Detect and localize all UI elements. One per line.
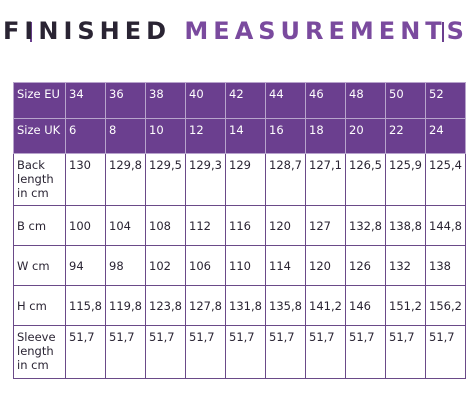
row-hip: H cm 115,8 119,8 123,8 127,8 131,8 135,8 141,2 1… — [13, 285, 466, 326]
table-cell: 115,8 — [65, 285, 106, 326]
table-cell: 52 — [425, 82, 466, 119]
table-cell: 51,7 — [385, 325, 426, 379]
table-cell: 16 — [265, 118, 306, 154]
table-cell: 135,8 — [265, 285, 306, 326]
table-cell: 6 — [65, 118, 106, 154]
table-cell: 114 — [265, 245, 306, 286]
page-title: FINISHED MEASUREMENTS — [0, 17, 472, 45]
table-cell: 51,7 — [145, 325, 186, 379]
row-label: Size EU — [13, 82, 66, 119]
table-cell: 20 — [345, 118, 386, 154]
row-sleeve-length: Sleeve length in cm 51,7 51,7 51,7 51,7 51,7 5… — [13, 325, 466, 379]
table-cell: 138,8 — [385, 205, 426, 246]
table-cell: 131,8 — [225, 285, 266, 326]
table-cell: 126 — [345, 245, 386, 286]
row-bust: B cm 100 104 108 112 116 120 127 132,8 138,8 144,8 — [13, 205, 466, 246]
row-size-uk: Size UK 6 8 10 12 14 16 18 20 22 24 — [13, 118, 466, 154]
row-label: W cm — [13, 245, 66, 286]
table-cell: 127,1 — [305, 153, 346, 206]
title-divider-left — [30, 22, 32, 42]
table-cell: 51,7 — [185, 325, 226, 379]
table-cell: 123,8 — [145, 285, 186, 326]
table-cell: 51,7 — [305, 325, 346, 379]
row-label: Back length in cm — [13, 153, 66, 206]
table-cell: 34 — [65, 82, 106, 119]
table-cell: 125,4 — [425, 153, 466, 206]
table-cell: 50 — [385, 82, 426, 119]
table-cell: 106 — [185, 245, 226, 286]
row-waist: W cm 94 98 102 106 110 114 120 126 132 138 — [13, 245, 466, 286]
title-word-finished: FINISHED — [3, 17, 172, 45]
table-body: Size EU 34 36 38 40 42 44 46 48 50 52 Size UK 6 8 10 12… — [13, 82, 466, 379]
table-cell: 138 — [425, 245, 466, 286]
table-cell: 51,7 — [425, 325, 466, 379]
table-cell: 126,5 — [345, 153, 386, 206]
title-divider-right — [442, 22, 444, 42]
row-size-eu: Size EU 34 36 38 40 42 44 46 48 50 52 — [13, 82, 466, 119]
title-bar: FINISHED MEASUREMENTS — [0, 0, 472, 62]
table-cell: 128,7 — [265, 153, 306, 206]
table-cell: 40 — [185, 82, 226, 119]
table-cell: 127,8 — [185, 285, 226, 326]
table-cell: 129,8 — [105, 153, 146, 206]
table-cell: 132 — [385, 245, 426, 286]
table-cell: 120 — [305, 245, 346, 286]
table-cell: 104 — [105, 205, 146, 246]
table-cell: 48 — [345, 82, 386, 119]
row-label: H cm — [13, 285, 66, 326]
table-cell: 24 — [425, 118, 466, 154]
table-cell: 112 — [185, 205, 226, 246]
table-cell: 151,2 — [385, 285, 426, 326]
table-cell: 116 — [225, 205, 266, 246]
table-cell: 156,2 — [425, 285, 466, 326]
table-cell: 98 — [105, 245, 146, 286]
table-cell: 42 — [225, 82, 266, 119]
table-cell: 141,2 — [305, 285, 346, 326]
table-cell: 10 — [145, 118, 186, 154]
table-cell: 129 — [225, 153, 266, 206]
table-cell: 51,7 — [225, 325, 266, 379]
table-cell: 100 — [65, 205, 106, 246]
table-cell: 127 — [305, 205, 346, 246]
table-cell: 94 — [65, 245, 106, 286]
table-cell: 44 — [265, 82, 306, 119]
row-back-length: Back length in cm 130 129,8 129,5 129,3 129 12… — [13, 153, 466, 206]
table-cell: 132,8 — [345, 205, 386, 246]
table-cell: 125,9 — [385, 153, 426, 206]
table-cell: 120 — [265, 205, 306, 246]
table-cell: 129,3 — [185, 153, 226, 206]
table-cell: 129,5 — [145, 153, 186, 206]
table-cell: 8 — [105, 118, 146, 154]
table-cell: 51,7 — [105, 325, 146, 379]
title-word-measurements: MEASUREMENTS — [184, 17, 469, 45]
table-cell: 144,8 — [425, 205, 466, 246]
row-label: B cm — [13, 205, 66, 246]
table-cell: 14 — [225, 118, 266, 154]
table-cell: 51,7 — [65, 325, 106, 379]
table-cell: 51,7 — [345, 325, 386, 379]
table-cell: 130 — [65, 153, 106, 206]
table-cell: 108 — [145, 205, 186, 246]
table-cell: 38 — [145, 82, 186, 119]
table-cell: 18 — [305, 118, 346, 154]
row-label: Sleeve length in cm — [13, 325, 66, 379]
row-label: Size UK — [13, 118, 66, 154]
table-cell: 110 — [225, 245, 266, 286]
table-cell: 22 — [385, 118, 426, 154]
measurements-table: Size EU 34 36 38 40 42 44 46 48 50 52 Size UK 6 8 10 12… — [13, 82, 466, 379]
table-cell: 51,7 — [265, 325, 306, 379]
table-cell: 46 — [305, 82, 346, 119]
table-cell: 36 — [105, 82, 146, 119]
table-cell: 102 — [145, 245, 186, 286]
table-cell: 119,8 — [105, 285, 146, 326]
table-cell: 12 — [185, 118, 226, 154]
table-cell: 146 — [345, 285, 386, 326]
